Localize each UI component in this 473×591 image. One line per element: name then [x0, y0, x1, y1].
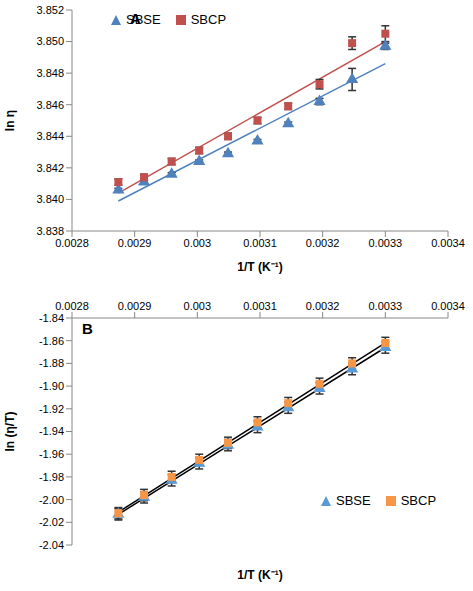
html-text:B: B [82, 320, 93, 337]
svg-text:-2.00: -2.00 [39, 494, 64, 506]
svg-text:0.0031: 0.0031 [243, 237, 277, 249]
html-text:SBSE: SBSE [336, 493, 371, 508]
svg-text:0.0028: 0.0028 [55, 237, 89, 249]
svg-text:-1.92: -1.92 [39, 403, 64, 415]
svg-text:-1.94: -1.94 [39, 425, 64, 437]
html-text:SBCP: SBCP [400, 493, 437, 508]
svg-text:ln η: ln η [8, 110, 17, 131]
html-text:SBCP: SBCP [190, 12, 227, 27]
svg-text:3.848: 3.848 [36, 67, 64, 79]
svg-text:0.0029: 0.0029 [118, 237, 152, 249]
svg-text:0.0032: 0.0032 [306, 237, 340, 249]
svg-text:-1.84: -1.84 [39, 312, 64, 324]
svg-text:0.0031: 0.0031 [243, 300, 277, 312]
svg-text:0.0032: 0.0032 [306, 300, 340, 312]
svg-text:-2.02: -2.02 [39, 516, 64, 528]
svg-text:-2.04: -2.04 [39, 539, 64, 551]
svg-text:3.852: 3.852 [36, 4, 64, 16]
svg-text:-1.90: -1.90 [39, 380, 64, 392]
svg-text:3.840: 3.840 [36, 193, 64, 205]
html-text:A: A [130, 10, 141, 27]
svg-text:ln (η/T): ln (η/T) [8, 412, 17, 452]
svg-text:-1.88: -1.88 [39, 357, 64, 369]
svg-text:0.0034: 0.0034 [431, 300, 465, 312]
svg-text:3.842: 3.842 [36, 162, 64, 174]
svg-text:-1.98: -1.98 [39, 471, 64, 483]
svg-text:0.0028: 0.0028 [55, 300, 89, 312]
html-text:SBSE: SBSE [126, 12, 161, 27]
svg-text:0.003: 0.003 [184, 300, 212, 312]
svg-text:0.0034: 0.0034 [431, 237, 465, 249]
svg-text:0.0029: 0.0029 [118, 300, 152, 312]
svg-text:3.850: 3.850 [36, 35, 64, 47]
svg-text:0.0033: 0.0033 [369, 300, 403, 312]
html-text:1/T (K⁻¹): 1/T (K⁻¹) [237, 568, 283, 582]
svg-text:3.844: 3.844 [36, 130, 64, 142]
svg-text:-1.86: -1.86 [39, 335, 64, 347]
svg-text:0.003: 0.003 [184, 237, 212, 249]
svg-text:-1.96: -1.96 [39, 448, 64, 460]
svg-text:0.0033: 0.0033 [369, 237, 403, 249]
svg-text:3.838: 3.838 [36, 225, 64, 237]
svg-text:1/T (K⁻¹): 1/T (K⁻¹) [237, 260, 282, 274]
svg-text:3.846: 3.846 [36, 99, 64, 111]
